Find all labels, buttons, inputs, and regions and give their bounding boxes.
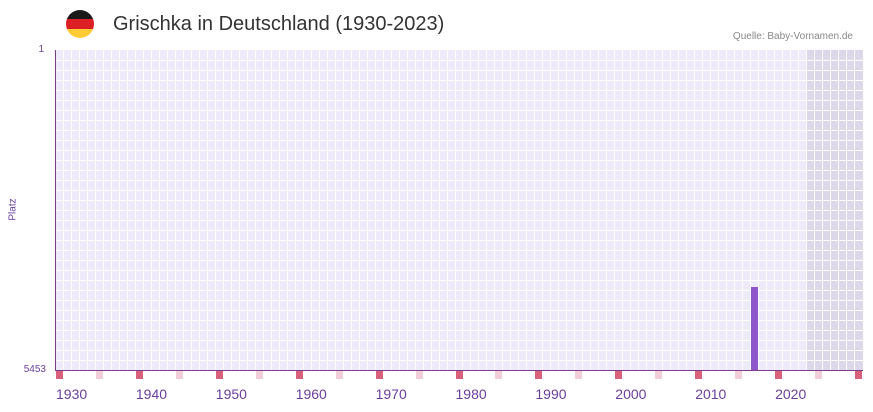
grid-line-horizontal: [56, 150, 863, 151]
grid-line-horizontal: [56, 110, 863, 111]
grid-line-horizontal: [56, 280, 863, 281]
grid-line-horizontal: [56, 160, 863, 161]
chart-title: Grischka in Deutschland (1930-2023): [113, 13, 445, 35]
grid-line-horizontal: [56, 80, 863, 81]
half-decade-marker: [735, 371, 743, 379]
grid-line-horizontal: [56, 320, 863, 321]
half-decade-marker: [495, 371, 503, 379]
grid-line-horizontal: [56, 330, 863, 331]
grid-line-horizontal: [56, 120, 863, 121]
grid-line-horizontal: [56, 90, 863, 91]
grid-line-horizontal: [56, 60, 863, 61]
decade-marker: [135, 371, 143, 379]
grid-line-horizontal: [56, 70, 863, 71]
half-decade-marker: [575, 371, 583, 379]
x-tick-2020: 2020: [775, 386, 807, 402]
grid-line-horizontal: [56, 140, 863, 141]
plot-area: [56, 50, 863, 370]
x-tick-1970: 1970: [375, 386, 407, 402]
decade-marker: [455, 371, 463, 379]
grid-line-horizontal: [56, 290, 863, 291]
flag-stripe-red: [66, 19, 94, 29]
decade-marker: [56, 371, 63, 379]
grid-line-horizontal: [56, 230, 863, 231]
decade-marker: [535, 371, 543, 379]
decade-marker: [855, 371, 862, 379]
y-axis-title: Platz: [7, 198, 19, 221]
half-decade-marker: [175, 371, 183, 379]
half-decade-marker: [95, 371, 103, 379]
grid-line-horizontal: [56, 360, 863, 361]
decade-marker: [615, 371, 623, 379]
flag-stripe-black: [66, 10, 94, 20]
half-decade-marker: [655, 371, 663, 379]
grid-line-horizontal: [56, 210, 863, 211]
x-axis-line: [55, 370, 863, 371]
grid-line-horizontal: [56, 270, 863, 271]
grid-line-horizontal: [56, 130, 863, 131]
decade-marker: [775, 371, 783, 379]
grid-line-horizontal: [56, 220, 863, 221]
decade-marker: [375, 371, 383, 379]
grid-line-horizontal: [56, 180, 863, 181]
y-axis-line: [55, 50, 56, 371]
x-tick-1990: 1990: [535, 386, 567, 402]
germany-flag-icon: [66, 10, 94, 38]
source-label: Quelle: Baby-Vornamen.de: [732, 31, 853, 42]
grid-line-horizontal: [56, 340, 863, 341]
y-axis-bottom-label: 5453: [23, 364, 46, 375]
x-tick-2010: 2010: [695, 386, 727, 402]
grid-line-horizontal: [56, 240, 863, 241]
x-axis-ticks: 1930 1940 1950 1960 1970 1980 1990 2000 2010 2020: [56, 386, 873, 406]
grid-line-horizontal: [56, 260, 863, 261]
x-tick-1950: 1950: [215, 386, 247, 402]
y-axis-top-label: 1: [38, 44, 44, 55]
half-decade-marker: [815, 371, 823, 379]
decade-marker: [215, 371, 223, 379]
grid-line-horizontal: [56, 190, 863, 191]
half-decade-marker: [415, 371, 423, 379]
half-decade-marker: [255, 371, 263, 379]
x-tick-1940: 1940: [135, 386, 168, 402]
grid-line-horizontal: [56, 310, 863, 311]
x-tick-1930: 1930: [56, 386, 88, 402]
flag-stripe-gold: [66, 28, 94, 38]
grid-line-horizontal: [56, 170, 863, 171]
decade-marker: [695, 371, 703, 379]
grid-line-horizontal: [56, 200, 863, 201]
grid-line-horizontal: [56, 300, 863, 301]
grid-line-horizontal: [56, 350, 863, 351]
x-tick-1960: 1960: [295, 386, 327, 402]
grid-line-horizontal: [56, 250, 863, 251]
decade-marker: [295, 371, 303, 379]
year-markers: [56, 371, 863, 379]
half-decade-marker: [335, 371, 343, 379]
x-tick-1980: 1980: [455, 386, 487, 402]
grid-line-horizontal: [56, 100, 863, 101]
x-tick-2000: 2000: [615, 386, 647, 402]
rank-bar-2017[interactable]: [751, 287, 759, 370]
